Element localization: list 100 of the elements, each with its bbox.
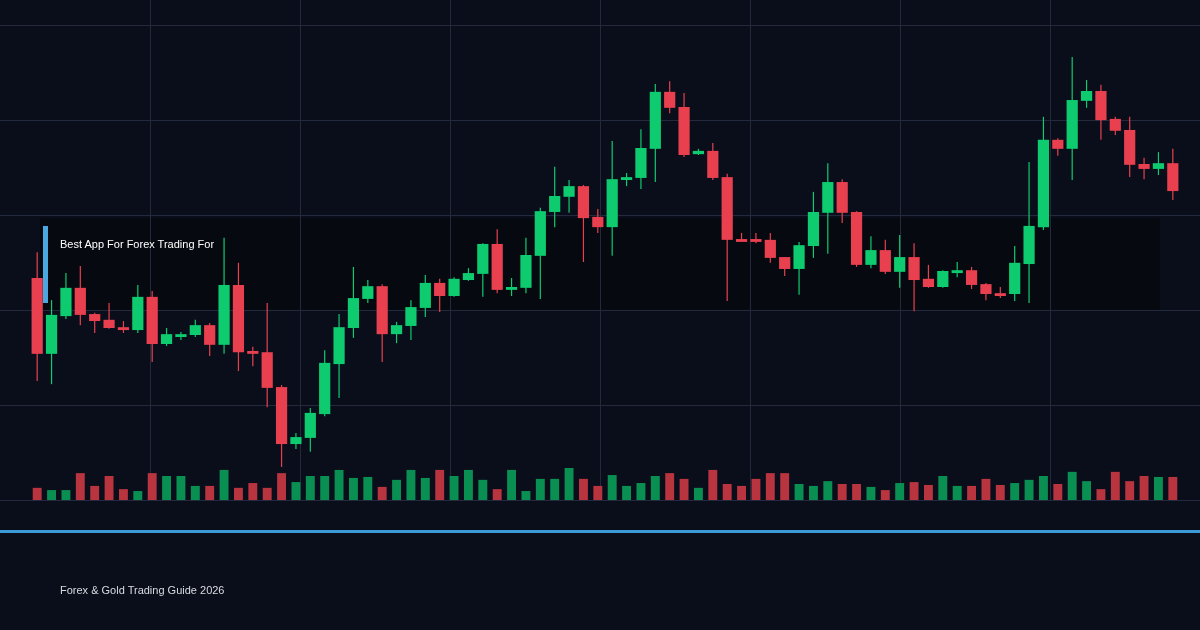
candlestick xyxy=(103,302,115,330)
bar xyxy=(1024,479,1034,500)
bar xyxy=(492,489,502,500)
bar xyxy=(521,491,531,500)
bar xyxy=(1038,476,1048,500)
bar xyxy=(1010,483,1020,500)
candlestick xyxy=(362,279,374,304)
bar xyxy=(636,483,646,500)
candlestick xyxy=(405,299,417,341)
bar xyxy=(593,485,603,500)
candlestick xyxy=(779,256,791,277)
candlestick xyxy=(879,239,891,275)
candlestick xyxy=(764,232,776,264)
bar xyxy=(995,484,1005,500)
bar xyxy=(693,487,703,500)
candlestick xyxy=(89,312,101,334)
bar xyxy=(1168,476,1178,500)
bar xyxy=(291,482,301,500)
bar xyxy=(981,478,991,500)
bar xyxy=(765,473,775,500)
bar xyxy=(837,484,847,500)
bar xyxy=(334,469,344,500)
bar xyxy=(1082,481,1092,500)
bar xyxy=(880,490,890,500)
candlestick xyxy=(922,264,935,289)
bar xyxy=(75,473,85,500)
candlestick xyxy=(592,208,604,234)
bar xyxy=(866,486,876,500)
candlestick xyxy=(505,277,518,297)
candlestick xyxy=(1109,116,1121,136)
candlestick xyxy=(793,241,805,296)
bar xyxy=(463,469,473,500)
bar xyxy=(1125,481,1135,500)
bar xyxy=(205,485,215,500)
bar xyxy=(708,469,718,500)
bar xyxy=(722,484,732,500)
candlestick xyxy=(563,179,575,214)
bar xyxy=(219,469,229,500)
candlestick xyxy=(290,432,302,450)
bar xyxy=(622,485,632,500)
bar xyxy=(1139,476,1149,500)
bar xyxy=(507,469,517,500)
bar xyxy=(751,478,761,500)
candlestick xyxy=(894,234,906,289)
bar xyxy=(679,478,689,500)
candlestick xyxy=(175,331,187,341)
candlestick xyxy=(865,235,877,269)
bar xyxy=(737,485,747,500)
bar xyxy=(794,484,804,500)
bar xyxy=(650,476,660,500)
bar xyxy=(952,485,962,500)
candlestick xyxy=(1138,157,1150,180)
bar xyxy=(32,487,42,500)
bar xyxy=(118,489,128,500)
candlestick xyxy=(247,346,259,367)
candlestick xyxy=(750,232,762,244)
bar xyxy=(104,476,114,500)
candlestick xyxy=(1152,151,1165,176)
bar xyxy=(909,482,919,500)
candlestick xyxy=(204,322,216,357)
bar xyxy=(780,473,790,500)
bar xyxy=(377,486,387,500)
bar xyxy=(1110,471,1120,500)
bar xyxy=(47,490,57,500)
bar xyxy=(852,484,862,500)
bar xyxy=(808,485,818,500)
bar xyxy=(147,473,157,500)
bar xyxy=(1096,489,1106,500)
bar xyxy=(607,475,617,500)
bar xyxy=(938,476,948,500)
bar xyxy=(392,479,402,500)
bar xyxy=(578,478,588,500)
bar xyxy=(133,491,143,500)
bar xyxy=(1067,471,1077,500)
bar xyxy=(190,485,200,500)
bar xyxy=(1053,484,1063,500)
bar xyxy=(435,469,445,500)
bar xyxy=(923,484,933,500)
candlestick xyxy=(549,166,561,228)
bar xyxy=(262,487,272,500)
bar xyxy=(162,476,172,500)
bar xyxy=(665,473,675,500)
candlestick xyxy=(908,242,920,312)
bar xyxy=(406,469,416,500)
bar xyxy=(564,468,574,500)
bar xyxy=(420,477,430,500)
bar xyxy=(478,479,488,500)
bar xyxy=(176,476,186,500)
bar xyxy=(90,485,100,500)
candlestick xyxy=(390,321,403,344)
bar xyxy=(550,478,560,500)
bar xyxy=(233,487,243,500)
bar xyxy=(823,481,833,500)
candlestick xyxy=(448,276,460,298)
bar xyxy=(1153,476,1163,500)
candlestick xyxy=(160,327,173,347)
bar xyxy=(348,477,358,500)
text: Forex & Gold Trading Guide 2026 xyxy=(60,584,225,596)
candlestick xyxy=(434,278,446,313)
bar xyxy=(967,485,977,500)
